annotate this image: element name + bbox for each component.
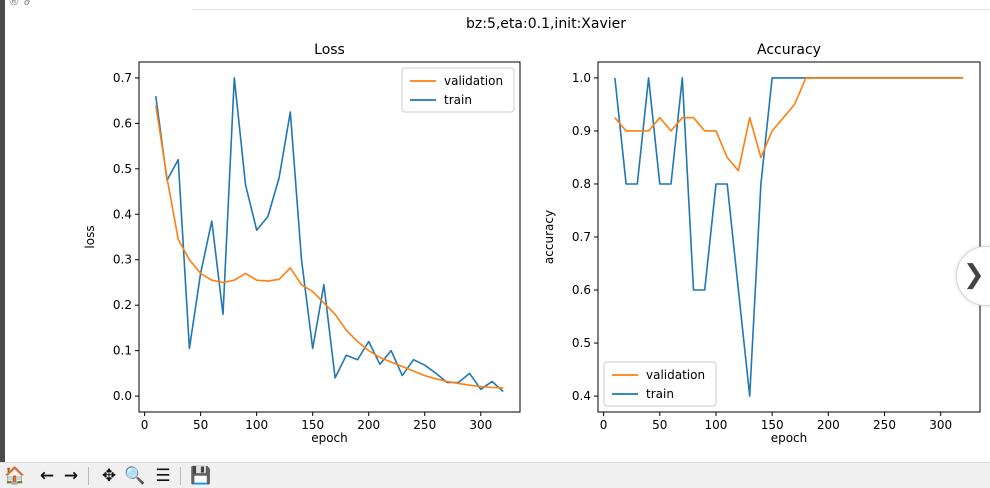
loss-x-tick-label: 0 [141,418,149,432]
corner-mark: ® ∂ [8,0,31,8]
figure-canvas: bz:5,eta:0.1,init:Xavier Loss 0 50 100 150 20… [83,16,981,445]
figure-suptitle: bz:5,eta:0.1,init:Xavier [466,16,626,32]
loss-x-tick-label: 300 [469,418,492,432]
accuracy-x-axis-label: epoch [771,431,808,445]
accuracy-axes-frame [597,61,981,413]
loss-y-tick-label: 0.3 [113,253,132,267]
accuracy-y-tick-label: 0.7 [572,230,591,244]
loss-x-tick-label: 150 [301,418,324,432]
loss-axes-frame [138,61,521,413]
loss-y-tick-label: 0.0 [113,389,132,403]
loss-x-tick-label: 100 [245,418,268,432]
accuracy-x-tick-label: 150 [761,418,784,432]
accuracy-y-tick-label: 0.5 [572,336,591,350]
top-divider [192,9,990,10]
loss-y-tick-label: 0.6 [113,116,132,130]
chevron-right-icon: ❯ [963,260,985,290]
save-icon[interactable]: 💾 [190,466,212,486]
loss-x-tick-label: 200 [357,418,380,432]
forward-icon[interactable]: → [63,466,79,486]
loss-y-tick-label: 0.5 [113,162,132,176]
home-icon[interactable]: 🏠 [4,466,26,486]
accuracy-title: Accuracy [757,42,821,58]
loss-legend [401,67,515,113]
loss-y-tick-label: 0.2 [113,298,132,312]
zoom-icon[interactable]: 🔍 [124,466,146,486]
accuracy-x-tick-label: 250 [873,418,896,432]
accuracy-y-tick-label: 0.6 [572,283,591,297]
subplots-config-icon[interactable]: ☰ [155,466,171,486]
accuracy-x-tick-label: 300 [929,418,952,432]
loss-legend-label-train: train [444,93,472,107]
loss-validation-line [155,105,504,389]
loss-x-tick-label: 250 [413,418,436,432]
loss-title: Loss [314,42,345,58]
toolbar-separator [88,467,89,485]
accuracy-y-tick-label: 1.0 [572,71,591,85]
toolbar-separator [180,467,181,485]
pan-icon[interactable]: ✥ [101,466,117,486]
loss-y-tick-label: 0.4 [113,207,132,221]
accuracy-y-axis-label: accuracy [542,210,556,264]
back-icon[interactable]: ← [39,466,55,486]
loss-train-line [155,77,504,393]
loss-legend-label-validation: validation [444,74,503,88]
loss-y-tick-label: 0.7 [113,71,132,85]
accuracy-legend [603,361,717,407]
plot-toolbar: 🏠 ← → ✥ 🔍 ☰ 💾 [0,462,990,488]
accuracy-y-tick-label: 0.8 [572,177,591,191]
accuracy-subplot: Accuracy 0 50 100 150 200 250 300 0.4 0.5 0.6 0.7 0.… [542,42,981,445]
loss-x-axis-label: epoch [311,431,348,445]
left-window-edge [0,0,5,462]
accuracy-legend-label-train: train [646,387,674,401]
accuracy-validation-line [614,77,964,172]
loss-x-tick-label: 50 [193,418,208,432]
accuracy-legend-label-validation: validation [646,368,705,382]
accuracy-x-tick-label: 50 [652,418,667,432]
accuracy-x-tick-label: 200 [817,418,840,432]
accuracy-y-tick-label: 0.4 [572,389,591,403]
accuracy-x-tick-label: 0 [600,418,608,432]
loss-y-tick-label: 0.1 [113,344,132,358]
accuracy-y-tick-label: 0.9 [572,124,591,138]
accuracy-x-tick-label: 100 [705,418,728,432]
loss-subplot: Loss 0 50 100 150 200 250 300 0.0 0.1 0.2 0.3 0.4 0.5… [83,42,521,445]
loss-y-axis-label: loss [83,225,97,248]
